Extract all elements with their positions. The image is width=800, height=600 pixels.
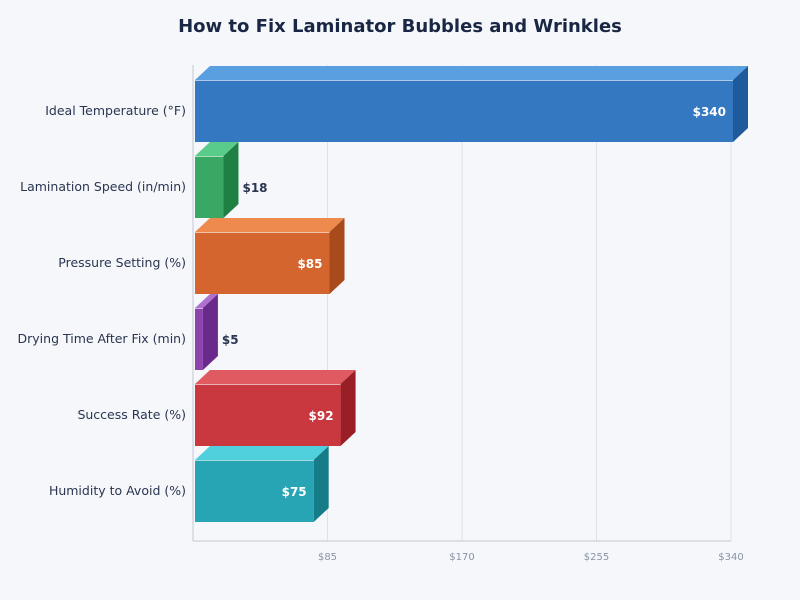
x-tick-label: $340	[718, 552, 743, 563]
bar-side	[223, 142, 239, 218]
bar	[195, 156, 224, 218]
data-label: $92	[309, 409, 334, 423]
bar-top	[195, 446, 329, 460]
bar-top	[195, 142, 239, 156]
bar-top	[195, 370, 356, 384]
data-label: $18	[242, 181, 267, 195]
category-label: Pressure Setting (%)	[58, 255, 186, 270]
bar	[195, 460, 314, 522]
data-label: $340	[693, 105, 726, 119]
bar-side	[733, 66, 748, 142]
bar-side	[202, 294, 218, 370]
x-tick-label: $85	[318, 552, 337, 563]
data-label: $85	[297, 257, 322, 271]
bar	[195, 308, 203, 370]
chart-title: How to Fix Laminator Bubbles and Wrinkle…	[178, 16, 622, 37]
category-label: Ideal Temperature (°F)	[45, 103, 186, 118]
category-label: Humidity to Avoid (%)	[49, 483, 186, 498]
bar-top	[195, 66, 748, 80]
bar	[195, 80, 733, 142]
bar-side	[329, 218, 345, 294]
category-label: Drying Time After Fix (min)	[18, 331, 186, 346]
bar-top	[195, 218, 345, 232]
data-label: $5	[222, 333, 239, 347]
bar-side	[340, 370, 356, 446]
category-label: Success Rate (%)	[77, 407, 186, 422]
x-tick-label: $255	[584, 552, 609, 563]
bar	[195, 384, 341, 446]
bar-top	[195, 294, 218, 308]
bar-side	[313, 446, 329, 522]
bar	[195, 232, 330, 294]
category-label: Lamination Speed (in/min)	[20, 179, 186, 194]
data-label: $75	[282, 485, 307, 499]
x-tick-label: $170	[449, 552, 474, 563]
